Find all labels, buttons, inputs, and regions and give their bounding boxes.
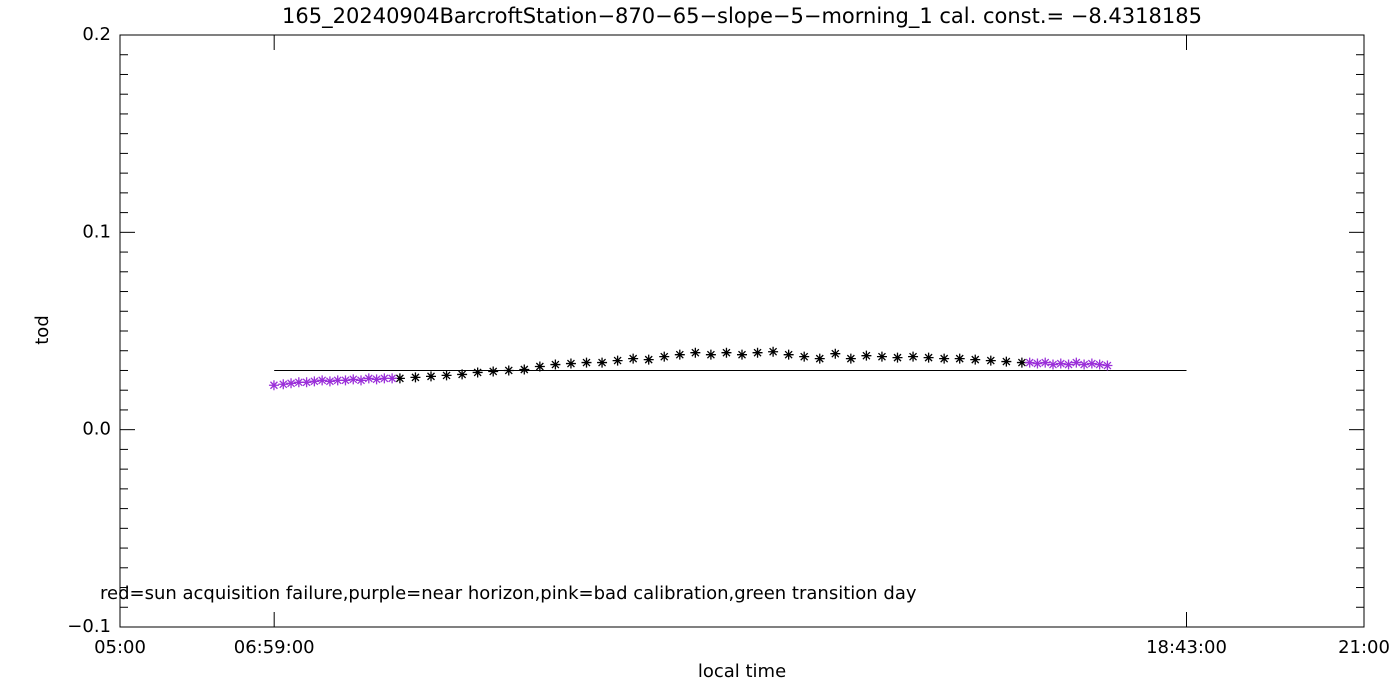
data-point [861, 350, 872, 361]
data-point [783, 349, 794, 360]
data-point [737, 349, 747, 360]
data-point [268, 380, 279, 391]
data-point [892, 352, 903, 363]
data-point [332, 375, 343, 386]
data-point [628, 353, 639, 364]
data-point [674, 349, 685, 360]
data-point [799, 351, 810, 362]
x-tick-label: 05:00 [94, 637, 146, 658]
data-point [278, 379, 289, 390]
y-tick-label: −0.1 [67, 616, 111, 637]
data-point [340, 375, 351, 386]
data-point [441, 370, 452, 381]
x-tick-label: 21:00 [1338, 637, 1390, 658]
data-point [1032, 358, 1043, 369]
data-point [503, 365, 514, 376]
data-point [1016, 357, 1027, 368]
data-point [519, 364, 530, 375]
plot-frame [119, 34, 1365, 628]
data-point [1086, 358, 1097, 369]
data-point [410, 372, 421, 383]
data-point [301, 377, 312, 388]
data-point [379, 373, 390, 384]
y-axis-label: tod [32, 315, 53, 345]
data-point [426, 371, 436, 382]
data-point [690, 347, 701, 358]
data-point [394, 373, 405, 384]
data-point [954, 353, 965, 364]
data-point [1079, 359, 1090, 370]
data-point [659, 351, 670, 362]
data-point [387, 373, 398, 384]
data-point [348, 374, 359, 385]
x-tick-label: 06:59:00 [234, 637, 315, 658]
data-point [830, 348, 841, 359]
data-point [985, 355, 996, 366]
data-point [814, 353, 825, 364]
data-point [908, 351, 919, 362]
x-axis-label: local time [698, 661, 786, 682]
data-point [363, 373, 374, 384]
chart-title: 165_20240904BarcroftStation−870−65−slope… [282, 4, 1202, 29]
data-point [1001, 356, 1012, 367]
data-point [1040, 357, 1051, 368]
data-point [923, 352, 934, 363]
data-point [643, 354, 654, 365]
data-point [472, 367, 483, 378]
y-tick-label: 0.1 [82, 221, 111, 242]
note: red=sun acquisition failure,purple=near … [100, 583, 917, 604]
data-point [845, 353, 856, 364]
data-point [939, 353, 950, 364]
data-point [1055, 358, 1066, 369]
data-point [534, 361, 545, 372]
data-point [1071, 357, 1082, 368]
data-point [581, 357, 592, 368]
data-point [488, 366, 499, 377]
data-point [721, 347, 732, 358]
data-point [550, 359, 561, 370]
data-point [457, 369, 468, 380]
data-point [356, 375, 367, 386]
data-point [752, 347, 763, 358]
data-point [970, 354, 981, 365]
data-point [317, 375, 328, 386]
data-point [768, 346, 779, 357]
data-point [705, 349, 716, 360]
data-point [1063, 359, 1074, 370]
data-point [597, 357, 608, 368]
data-point [876, 351, 887, 362]
data-point [293, 377, 304, 388]
data-point [565, 358, 576, 369]
y-tick-label: 0.2 [82, 24, 111, 45]
data-point [371, 374, 382, 385]
data-point [1094, 359, 1105, 370]
data-point [1024, 357, 1035, 368]
data-point [309, 376, 320, 387]
y-tick-label: 0.0 [82, 419, 111, 440]
x-tick-label: 18:43:00 [1146, 637, 1227, 658]
data-point [1102, 360, 1113, 371]
data-point [324, 376, 335, 387]
data-point [612, 355, 623, 366]
data-point [286, 378, 297, 389]
data-point [1048, 359, 1058, 370]
